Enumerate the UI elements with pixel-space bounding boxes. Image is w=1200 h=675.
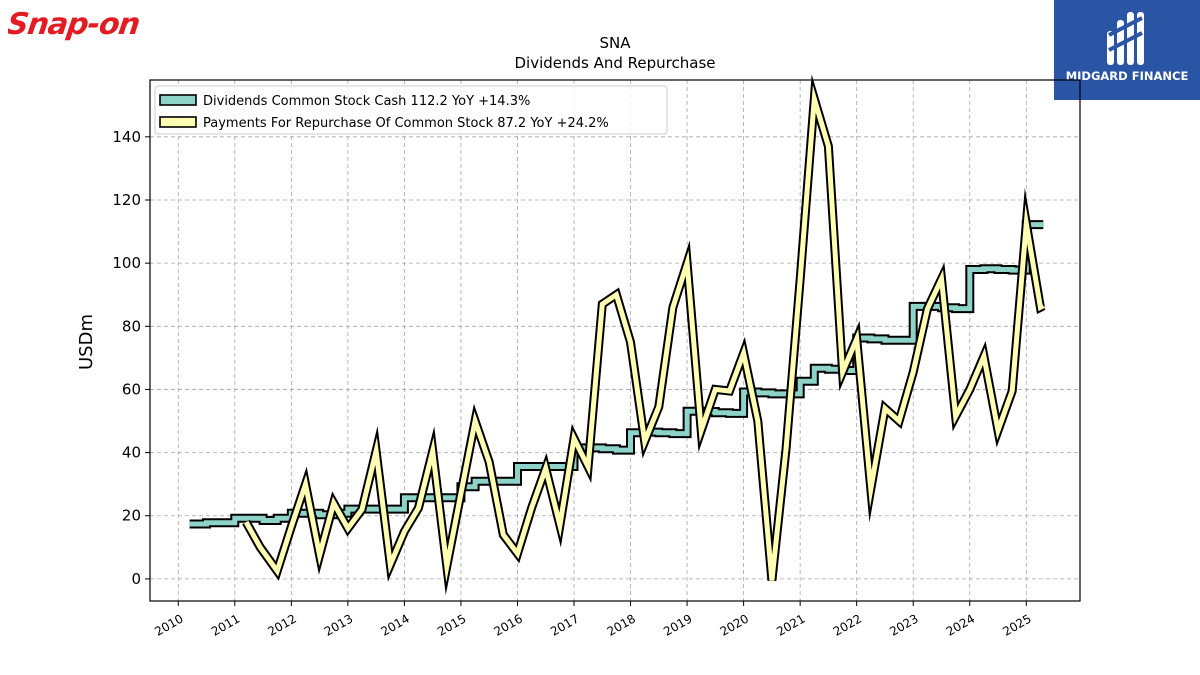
plot-frame [149, 79, 1081, 602]
svg-text:Snap-on: Snap-on [8, 7, 142, 42]
midgard-emblem-icon [1107, 12, 1144, 65]
x-axis: 2010 2011 2012 2013 2014 2015 2016 2017 2018 2019… [152, 601, 1034, 639]
legend-swatch-1 [159, 94, 197, 106]
x-tick-label: 2021 [774, 611, 807, 638]
x-tick-label: 2018 [605, 611, 638, 638]
y-tick-label: 60 [122, 380, 141, 398]
legend-box [154, 85, 668, 135]
legend-swatch-2 [159, 116, 197, 128]
x-tick-label: 2011 [209, 611, 242, 638]
legend: Dividends Common Stock Cash 112.2 YoY +1… [154, 85, 668, 135]
chart-title: SNA [599, 34, 631, 52]
x-tick-label: 2015 [435, 611, 468, 638]
x-tick-label: 2025 [1000, 611, 1033, 638]
legend-label-2: Payments For Repurchase Of Common Stock … [203, 116, 609, 131]
series-2-outline [242, 74, 1046, 596]
x-tick-label: 2012 [265, 611, 298, 638]
x-tick-label: 2023 [887, 611, 920, 638]
series-2-line [243, 85, 1045, 583]
y-tick-label: 140 [112, 128, 141, 146]
y-tick-label: 120 [112, 191, 141, 209]
x-tick-label: 2016 [492, 611, 525, 638]
midgard-finance-name: MIDGARD FINANCE [1065, 69, 1189, 83]
x-tick-label: 2014 [378, 611, 411, 638]
chart-subtitle: Dividends And Repurchase [514, 54, 715, 72]
grid [150, 80, 1080, 601]
y-axis: 0 20 40 60 80 100 120 140 [112, 128, 150, 588]
x-tick-label: 2019 [661, 611, 694, 638]
y-tick-label: 80 [122, 317, 141, 335]
y-tick-label: 40 [122, 444, 141, 462]
x-tick-label: 2022 [831, 611, 864, 638]
x-tick-label: 2020 [718, 611, 751, 638]
legend-label-1: Dividends Common Stock Cash 112.2 YoY +1… [203, 94, 530, 109]
x-tick-label: 2013 [322, 611, 355, 638]
y-tick-label: 100 [112, 254, 141, 272]
x-tick-label: 2024 [944, 611, 977, 638]
y-tick-label: 20 [122, 507, 141, 525]
snap-on-logo: Snap-on [8, 7, 142, 42]
series-layer [189, 74, 1046, 596]
y-axis-label: USDm [76, 314, 97, 370]
x-tick-label: 2010 [152, 611, 185, 638]
y-tick-label: 0 [131, 570, 141, 588]
midgard-finance-logo: MIDGARD FINANCE [1054, 0, 1200, 100]
x-tick-label: 2017 [548, 611, 581, 638]
